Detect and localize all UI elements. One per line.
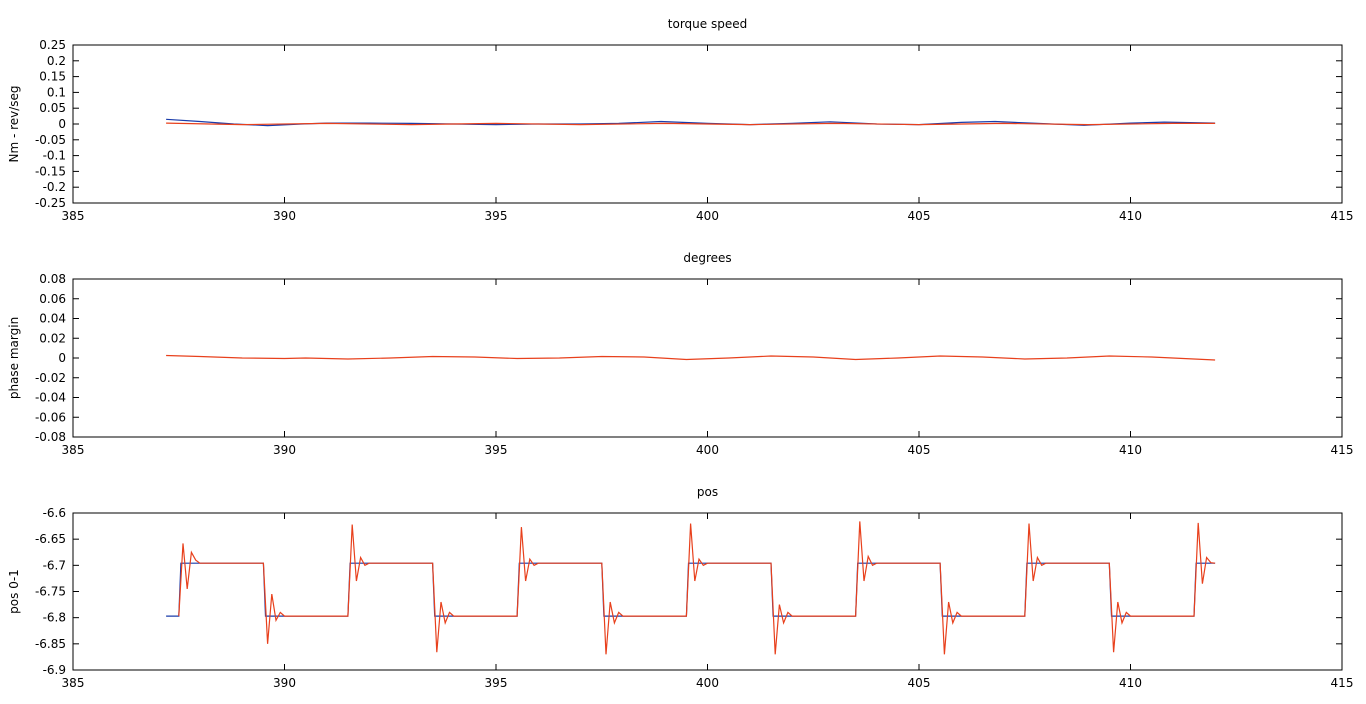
- x-tick-label: 400: [696, 443, 719, 457]
- panel-2: degrees phase margin 385 390 395 400 405 410 415…: [7, 251, 1353, 457]
- x-tick-label: 390: [273, 209, 296, 223]
- x-tick-label: 400: [696, 209, 719, 223]
- y-tick-label: 0.25: [39, 38, 66, 52]
- y-tick-label: 0.2: [47, 54, 66, 68]
- y-tick-label: -6.85: [35, 637, 66, 651]
- y-tick-label: 0.04: [39, 312, 66, 326]
- x-tick-label: 405: [908, 676, 931, 690]
- y-tick-label: 0: [58, 351, 66, 365]
- y-axis-label: pos 0-1: [7, 569, 21, 614]
- y-tick-label: 0.06: [39, 292, 66, 306]
- y-tick-label: 0.02: [39, 331, 66, 345]
- x-tick-label: 395: [485, 443, 508, 457]
- panel-1: torque speed Nm - rev/seg 385 390 395 400 405 4…: [7, 17, 1353, 223]
- series-line-1: [166, 354, 1216, 361]
- x-tick-label: 410: [1119, 209, 1142, 223]
- chart-title: degrees: [683, 251, 731, 265]
- x-tick-label: 385: [62, 443, 85, 457]
- y-tick-label: -6.65: [35, 532, 66, 546]
- y-tick-label: -0.1: [43, 149, 66, 163]
- y-axis-label: Nm - rev/seg: [7, 85, 21, 162]
- y-tick-label: -6.75: [35, 585, 66, 599]
- y-tick-label: -6.6: [43, 506, 66, 520]
- series-line-2: [166, 122, 1216, 126]
- y-tick-label: 0.08: [39, 272, 66, 286]
- y-tick-label: 0.05: [39, 101, 66, 115]
- plot-frame: [72, 512, 1343, 671]
- x-tick-label: 405: [908, 443, 931, 457]
- x-tick-label: 385: [62, 209, 85, 223]
- chart-title: torque speed: [668, 17, 747, 31]
- chart-title: pos: [697, 485, 718, 499]
- y-tick-label: -6.8: [43, 611, 66, 625]
- y-tick-label: -0.25: [35, 196, 66, 210]
- x-tick-label: 400: [696, 676, 719, 690]
- series-line-1: [166, 562, 1216, 617]
- x-tick-label: 415: [1331, 443, 1354, 457]
- y-tick-label: -0.08: [35, 430, 66, 444]
- panel-3: pos pos 0-1 385 390 395 400 405 410 415 -6.9 -6.85…: [7, 485, 1353, 690]
- y-tick-label: -0.06: [35, 410, 66, 424]
- x-tick-label: 415: [1331, 676, 1354, 690]
- x-tick-label: 410: [1119, 676, 1142, 690]
- y-tick-label: -6.9: [43, 663, 66, 677]
- y-tick-label: -0.02: [35, 371, 66, 385]
- y-tick-label: 0.1: [47, 85, 66, 99]
- y-tick-label: -0.2: [43, 180, 66, 194]
- x-tick-label: 390: [273, 676, 296, 690]
- y-tick-label: -0.04: [35, 391, 66, 405]
- y-axis-label: phase margin: [7, 317, 21, 399]
- y-tick-label: 0: [58, 117, 66, 131]
- y-tick-label: -0.15: [35, 164, 66, 178]
- x-tick-label: 385: [62, 676, 85, 690]
- x-tick-label: 415: [1331, 209, 1354, 223]
- y-tick-label: -6.7: [43, 558, 66, 572]
- y-tick-label: -0.05: [35, 133, 66, 147]
- x-tick-label: 410: [1119, 443, 1142, 457]
- x-tick-label: 390: [273, 443, 296, 457]
- x-tick-label: 395: [485, 209, 508, 223]
- y-tick-label: 0.15: [39, 70, 66, 84]
- series-line-2: [178, 521, 1216, 655]
- x-tick-label: 405: [908, 209, 931, 223]
- x-tick-label: 395: [485, 676, 508, 690]
